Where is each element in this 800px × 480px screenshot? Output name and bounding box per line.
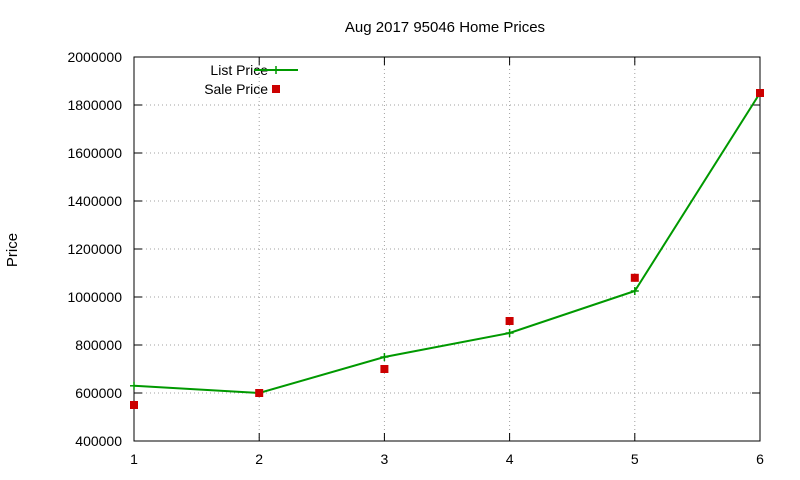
grid: [134, 57, 760, 441]
data-point: [380, 365, 389, 373]
legend-marker: [272, 85, 280, 93]
y-tick-label: 1200000: [67, 241, 122, 257]
axis-ticks: 400000 600000 800000 1000000 1200000 1400000 1…: [67, 49, 764, 467]
x-tick-label: 2: [255, 451, 263, 467]
legend-marker: [272, 66, 280, 74]
plot-border: [133, 56, 761, 442]
series-line: [133, 92, 761, 395]
legend: List Price Sale Price: [204, 62, 298, 97]
data-point: [505, 329, 514, 337]
y-tick-label: 1600000: [67, 145, 122, 161]
y-axis-label: Price: [4, 233, 21, 267]
y-tick-label: 600000: [75, 385, 122, 401]
data-point: [130, 401, 138, 409]
legend-label: List Price: [210, 62, 268, 78]
x-tick-label: 6: [756, 451, 764, 467]
y-tick-label: 1000000: [67, 289, 122, 305]
data-point: [756, 89, 764, 97]
data-point: [255, 389, 264, 397]
y-tick-label: 2000000: [67, 49, 122, 65]
x-tick-label: 3: [381, 451, 389, 467]
y-tick-label: 1400000: [67, 193, 122, 209]
y-tick-label: 400000: [75, 433, 122, 449]
data-point: [630, 287, 639, 295]
x-tick-label: 1: [130, 451, 138, 467]
x-tick-label: 4: [506, 451, 514, 467]
legend-label: Sale Price: [204, 81, 268, 97]
y-tick-label: 1800000: [67, 97, 122, 113]
chart-title: Aug 2017 95046 Home Prices: [345, 19, 545, 36]
series-layer: [130, 89, 764, 409]
series-0: [130, 89, 764, 397]
data-point: [380, 353, 389, 361]
data-point: [130, 381, 138, 390]
data-point: [630, 273, 639, 282]
y-tick-label: 800000: [75, 337, 122, 353]
data-point: [505, 317, 514, 325]
x-tick-label: 5: [631, 451, 639, 467]
series-1: [130, 89, 764, 409]
